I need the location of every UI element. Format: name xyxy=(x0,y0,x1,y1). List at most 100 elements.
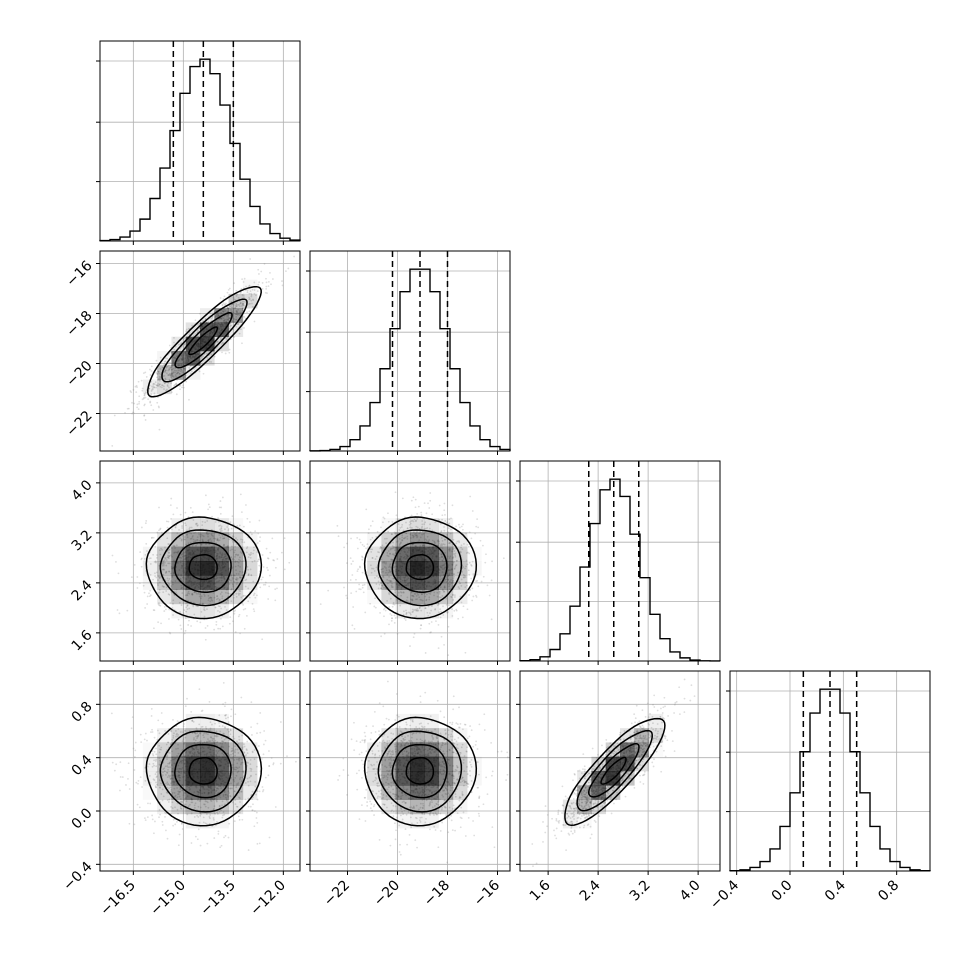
sample-point xyxy=(162,591,165,594)
sample-point xyxy=(249,758,252,761)
sample-point xyxy=(148,387,151,390)
sample-point xyxy=(391,559,394,561)
sample-point xyxy=(416,592,419,595)
sample-point xyxy=(214,521,217,523)
sample-point xyxy=(161,366,164,369)
sample-point xyxy=(423,502,426,504)
sample-point xyxy=(416,607,419,610)
sample-point xyxy=(252,299,255,302)
sample-point xyxy=(150,365,153,368)
sample-point xyxy=(236,758,238,761)
sample-point xyxy=(200,357,203,360)
sample-point xyxy=(410,594,413,597)
sample-point xyxy=(222,320,225,323)
sample-point xyxy=(235,310,238,313)
sample-point xyxy=(221,535,224,537)
sample-point xyxy=(173,384,175,387)
sample-point xyxy=(231,548,233,551)
sample-point xyxy=(346,597,349,600)
sample-point xyxy=(209,814,212,816)
sample-point xyxy=(156,384,159,386)
sample-point xyxy=(468,561,471,564)
sample-point xyxy=(206,842,209,845)
sample-point xyxy=(167,583,170,586)
sample-point xyxy=(191,324,193,327)
contour-level-0 xyxy=(188,554,218,581)
sample-point xyxy=(206,740,209,743)
sample-point xyxy=(142,584,145,587)
sample-point xyxy=(242,608,245,611)
sample-point xyxy=(168,582,171,585)
sample-point xyxy=(181,527,184,529)
sample-point xyxy=(410,526,413,529)
sample-point xyxy=(480,580,483,583)
density-cell xyxy=(438,546,454,562)
sample-point xyxy=(426,527,429,529)
sample-point xyxy=(387,550,390,552)
sample-point xyxy=(450,528,452,531)
sample-point xyxy=(382,608,385,611)
sample-point xyxy=(231,311,234,314)
sample-point xyxy=(234,555,236,558)
sample-point xyxy=(206,624,209,627)
sample-point xyxy=(199,812,201,814)
sample-point xyxy=(463,543,465,545)
sample-point xyxy=(210,533,213,536)
sample-point xyxy=(248,298,251,301)
sample-point xyxy=(155,771,158,774)
sample-point xyxy=(418,527,421,530)
sample-point xyxy=(155,386,157,389)
sample-point xyxy=(169,729,172,732)
sample-point xyxy=(117,572,120,575)
sample-point xyxy=(220,313,223,315)
sample-point xyxy=(167,783,169,785)
sample-point xyxy=(393,545,395,548)
sample-point xyxy=(219,627,222,630)
sample-point xyxy=(457,617,460,620)
sample-point xyxy=(211,312,214,315)
sample-point xyxy=(451,593,454,596)
sample-point xyxy=(468,573,471,576)
density-cell xyxy=(142,561,158,576)
sample-point xyxy=(144,392,146,395)
sample-point xyxy=(390,547,392,550)
sample-point xyxy=(182,555,185,558)
sample-point xyxy=(222,544,225,547)
sample-point xyxy=(177,743,179,746)
sample-point xyxy=(207,535,209,538)
sample-point xyxy=(205,823,208,826)
sample-point xyxy=(414,533,416,536)
sample-point xyxy=(240,596,243,599)
sample-point xyxy=(154,381,157,384)
sample-point xyxy=(196,329,199,332)
sample-point xyxy=(210,598,213,601)
sample-point xyxy=(220,337,222,339)
sample-point xyxy=(482,575,485,578)
sample-point xyxy=(162,562,164,564)
sample-point xyxy=(167,562,170,565)
sample-point xyxy=(180,586,183,589)
sample-point xyxy=(391,605,394,608)
sample-point xyxy=(234,554,237,556)
density-cell xyxy=(157,365,172,380)
sample-point xyxy=(433,541,436,544)
sample-point xyxy=(250,774,252,777)
sample-point xyxy=(409,613,412,616)
sample-point xyxy=(248,284,251,287)
sample-point xyxy=(417,505,420,508)
sample-point xyxy=(219,530,222,532)
sample-point xyxy=(243,327,245,329)
sample-point xyxy=(226,307,229,310)
sample-point xyxy=(239,811,241,814)
sample-point xyxy=(371,548,374,551)
sample-point xyxy=(162,568,165,571)
sample-point xyxy=(227,836,230,839)
sample-point xyxy=(142,372,145,375)
sample-point xyxy=(218,785,220,788)
sample-point xyxy=(224,337,227,340)
sample-point xyxy=(211,515,214,518)
sample-point xyxy=(159,759,161,762)
sample-point xyxy=(226,313,228,316)
sample-point xyxy=(178,369,181,372)
sample-point xyxy=(238,314,241,316)
